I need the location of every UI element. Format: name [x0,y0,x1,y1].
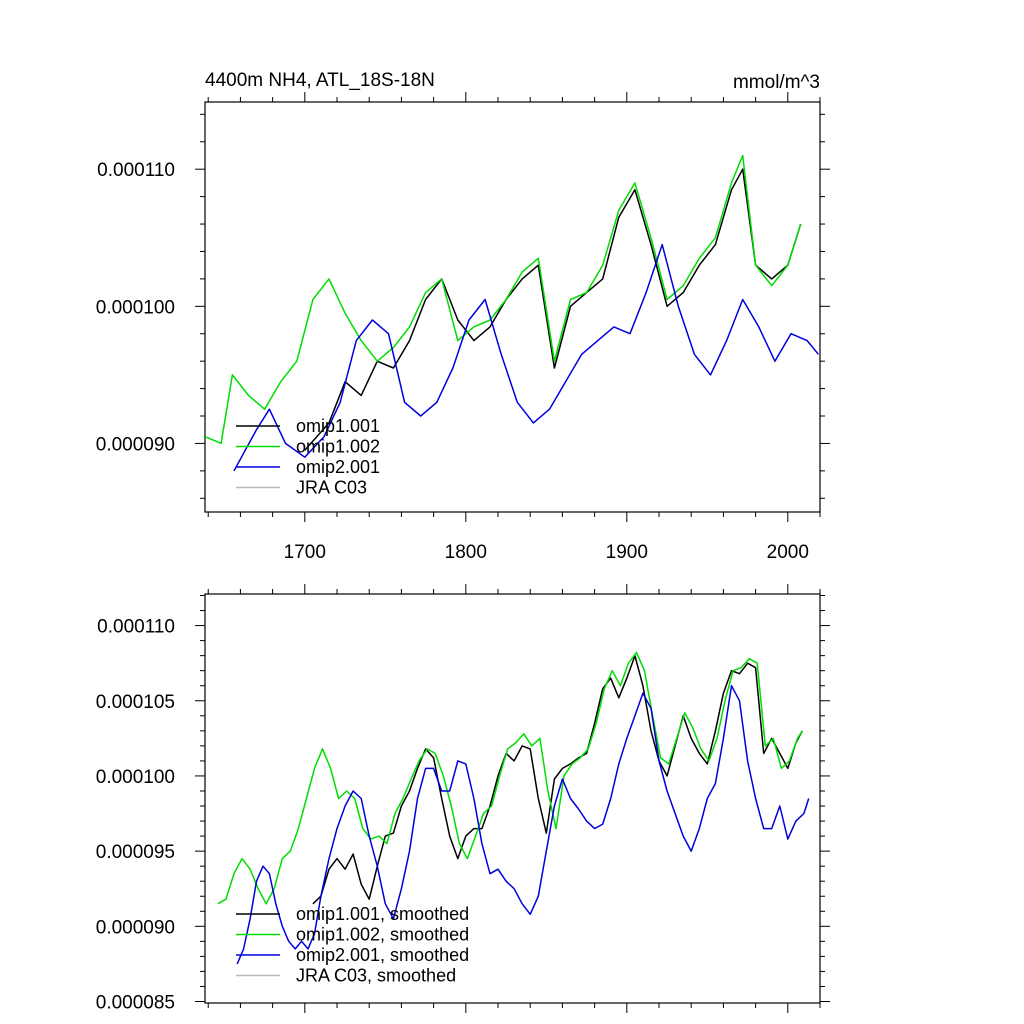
x-tick-label: 1800 [445,542,487,563]
legend-label: JRA C03, smoothed [296,966,456,986]
legend-label: omip2.001 [296,457,380,477]
plot-frame [204,593,821,1004]
legend-label: omip2.001, smoothed [296,945,469,965]
units-label: mmol/m^3 [733,72,820,93]
legend-label: omip1.001, smoothed [296,904,469,924]
x-tick-label: 2000 [767,542,809,563]
y-tick-label: 0.000110 [97,617,175,638]
y-tick-label: 0.000090 [96,434,175,455]
top-panel: 1700 1800 1900 2000 0.000090 0.000100 0.000110… [96,92,830,563]
y-tick-label: 0.000110 [97,160,175,181]
series-line-omip2-001 [233,243,819,472]
legend-label: JRA C03 [296,478,367,498]
series-line-omip1-002-smoothed [217,651,803,905]
series-line-omip1-001-smoothed [312,654,803,905]
y-tick-label: 0.000095 [96,842,175,863]
x-tick-label: 1700 [284,542,326,563]
y-tick-label: 0.000085 [96,992,175,1013]
y-tick-label: 0.000100 [96,767,175,788]
y-tick-label: 0.000100 [96,297,175,318]
series-line-omip1-002 [205,154,802,445]
x-tick-label: 1900 [606,542,648,563]
legend-label: omip1.002, smoothed [296,925,469,945]
series-line-omip2-001-smoothed [236,684,810,965]
series-line-omip1-001 [304,168,802,451]
legend-label: omip1.002 [296,437,380,457]
chart-title: 4400m NH4, ATL_18S-18N [205,70,435,91]
y-tick-label: 0.000090 [96,917,175,938]
plot-frame [204,101,821,513]
legend-label: omip1.001 [296,416,380,436]
bottom-panel: 0.000085 0.000090 0.000095 0.000100 0.000105… [96,584,830,1013]
y-tick-label: 0.000105 [96,692,175,713]
